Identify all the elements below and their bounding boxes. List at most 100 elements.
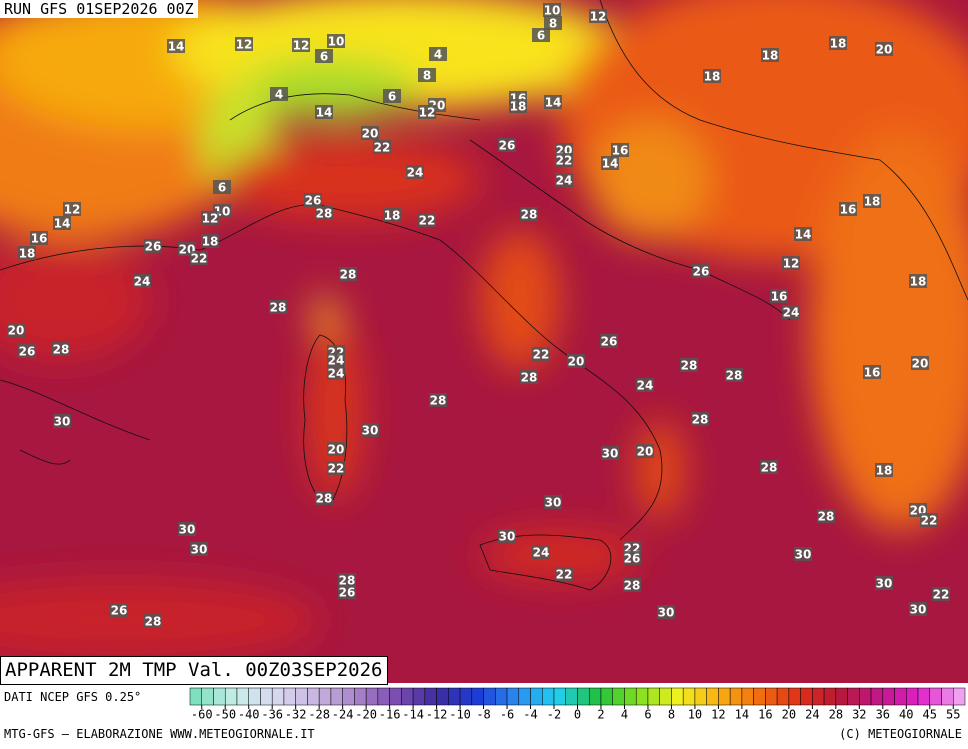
colorbar-box <box>859 687 872 706</box>
map-label: 6 <box>320 50 328 64</box>
label-box <box>338 573 356 587</box>
colorbar-box <box>847 687 860 706</box>
label-box <box>327 461 345 475</box>
label-box <box>53 414 71 428</box>
map-label: 24 <box>328 367 345 381</box>
map-label: 28 <box>53 343 70 357</box>
label-box <box>18 246 36 260</box>
label-box <box>863 194 881 208</box>
label-box <box>794 227 812 241</box>
map-label: 22 <box>533 348 550 362</box>
label-box <box>429 47 447 61</box>
label-box <box>167 39 185 53</box>
map-label: 24 <box>407 166 424 180</box>
label-box <box>691 412 709 426</box>
colorbar-box <box>624 687 637 706</box>
colorbar-box <box>248 687 261 706</box>
source-label: DATI NCEP GFS 0.25° <box>4 689 142 705</box>
colorbar-box <box>882 687 895 706</box>
map-label: 14 <box>168 40 185 54</box>
label-box <box>839 202 857 216</box>
label-box <box>703 69 721 83</box>
colorbar-box <box>260 687 273 706</box>
colorbar-box <box>201 687 214 706</box>
label-box <box>498 138 516 152</box>
label-box <box>692 264 710 278</box>
label-box <box>201 211 219 225</box>
map-label: 30 <box>362 424 379 438</box>
map-label: 22 <box>556 154 573 168</box>
colorbar-box <box>295 687 308 706</box>
label-box <box>327 442 345 456</box>
colorbar-tick-label: -28 <box>308 708 330 722</box>
colorbar-box <box>495 687 508 706</box>
map-label: 12 <box>64 203 81 217</box>
map-label: 26 <box>601 335 618 349</box>
map-label: 20 <box>328 443 345 457</box>
label-box <box>144 239 162 253</box>
label-box <box>770 289 788 303</box>
label-box <box>315 206 333 220</box>
label-box <box>601 156 619 170</box>
label-box <box>909 602 927 616</box>
colorbar-box <box>307 687 320 706</box>
label-box <box>544 495 562 509</box>
label-box <box>53 216 71 230</box>
colorbar-box <box>917 687 931 706</box>
label-box <box>680 358 698 372</box>
map-label: 26 <box>19 345 36 359</box>
map-label: 26 <box>339 586 356 600</box>
map-label: 4 <box>434 48 442 62</box>
map-label: 28 <box>316 207 333 221</box>
map-label: 20 <box>8 324 25 338</box>
label-box <box>201 234 219 248</box>
label-box <box>600 334 618 348</box>
map-label: 12 <box>783 257 800 271</box>
label-box <box>190 542 208 556</box>
colorbar-box <box>424 687 437 706</box>
map-label: 18 <box>704 70 721 84</box>
label-box <box>920 513 938 527</box>
map-label: 18 <box>830 37 847 51</box>
colorbar-tick-label: -40 <box>238 708 260 722</box>
map-label: 28 <box>521 208 538 222</box>
colorbar-tick-label: 24 <box>805 708 819 722</box>
map-label: 30 <box>658 606 675 620</box>
map-label: 30 <box>545 496 562 510</box>
colorbar-box <box>694 687 707 706</box>
map-label: 26 <box>305 194 322 208</box>
label-box <box>315 49 333 63</box>
label-box <box>623 578 641 592</box>
colorbar-box <box>823 687 837 706</box>
colorbar-box <box>612 687 625 706</box>
map-label: 28 <box>340 268 357 282</box>
colorbar-box <box>365 687 379 706</box>
map-label: 26 <box>111 604 128 618</box>
map-label: 18 <box>762 49 779 63</box>
map-label: 24 <box>533 546 550 560</box>
label-box <box>532 28 550 42</box>
label-box <box>532 347 550 361</box>
label-box <box>909 274 927 288</box>
map-label: 16 <box>864 366 881 380</box>
label-box <box>339 267 357 281</box>
colorbar-tick-label: 36 <box>876 708 890 722</box>
colorbar-box <box>377 687 390 706</box>
label-box <box>875 42 893 56</box>
label-box <box>63 202 81 216</box>
label-box <box>555 567 573 581</box>
label-box <box>235 37 253 51</box>
product-title: APPARENT 2M TMP Val. 00Z03SEP2026 <box>0 656 388 685</box>
label-box <box>657 605 675 619</box>
colorbar-tick-label: -4 <box>523 708 537 722</box>
label-box <box>327 34 345 48</box>
label-box <box>110 603 128 617</box>
colorbar-box <box>729 687 743 706</box>
colorbar-tick-label: 2 <box>597 708 604 722</box>
colorbar-tick-label: 10 <box>688 708 702 722</box>
colorbar-box <box>671 687 684 706</box>
colorbar-box <box>565 687 578 706</box>
label-box <box>932 587 950 601</box>
map-label: 14 <box>545 96 562 110</box>
